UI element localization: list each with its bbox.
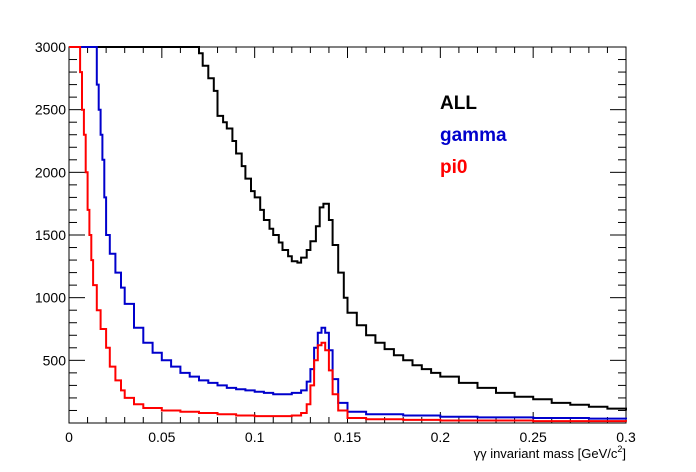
- y-tick-label: 2000: [35, 164, 66, 180]
- y-tick-label: 500: [43, 352, 67, 368]
- tick-labels: 0 0.05 0.1 0.15 0.2 0.25 0.3 500 1000 1500 2000 250…: [35, 39, 636, 445]
- x-tick-label: 0.15: [334, 429, 361, 445]
- series-pi0-line: [69, 46, 627, 423]
- plot-frame: [68, 46, 627, 424]
- x-tick-label: 0.05: [148, 429, 175, 445]
- x-tick-label: 0.3: [616, 429, 636, 445]
- y-tick-label: 3000: [35, 39, 66, 55]
- y-tick-label: 1000: [35, 290, 66, 306]
- legend-entry-gamma: gamma: [440, 125, 507, 146]
- x-tick-label: 0.2: [431, 429, 451, 445]
- x-axis-title: γγ invariant mass [GeV/c2]: [474, 444, 626, 461]
- legend: ALL gamma pi0: [440, 93, 507, 178]
- y-tick-label: 2500: [35, 102, 66, 118]
- series-group: [69, 46, 627, 423]
- x-tick-label: 0.1: [245, 429, 265, 445]
- legend-entry-pi0: pi0: [440, 157, 467, 178]
- x-tick-label: 0.25: [520, 429, 547, 445]
- series-gamma-line: [69, 46, 627, 420]
- x-tick-label: 0: [65, 429, 73, 445]
- legend-entry-ALL: ALL: [440, 93, 477, 114]
- series-ALL-line: [69, 46, 627, 411]
- y-tick-label: 1500: [35, 227, 66, 243]
